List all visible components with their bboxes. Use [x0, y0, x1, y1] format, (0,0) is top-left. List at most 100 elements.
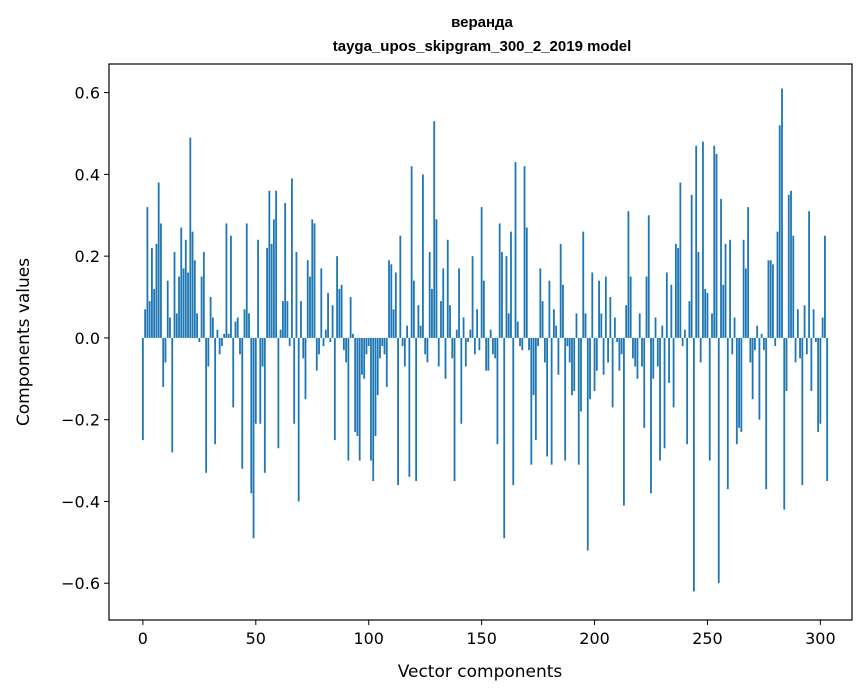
bar — [257, 239, 259, 338]
bar — [331, 305, 334, 338]
bar — [379, 337, 381, 359]
bar — [196, 313, 198, 338]
bar — [647, 215, 650, 338]
bar — [451, 337, 454, 359]
bar — [406, 325, 409, 338]
bar — [772, 264, 774, 338]
bar — [781, 88, 783, 338]
bar — [442, 268, 445, 338]
bar — [354, 337, 357, 432]
bar — [440, 301, 442, 338]
bar — [595, 337, 598, 371]
bar — [711, 313, 713, 338]
bar — [340, 284, 343, 338]
bar — [385, 337, 388, 387]
y-tick-label: −0.4 — [61, 492, 100, 511]
bar — [785, 337, 788, 392]
bar — [523, 166, 526, 338]
y-axis-ticks: −0.6 −0.4 −0.2 0.0 0.2 0.4 0.6 — [61, 84, 109, 593]
bar — [324, 329, 327, 338]
bar — [552, 309, 555, 338]
bar — [613, 317, 616, 338]
bar — [356, 337, 359, 437]
bar — [178, 276, 180, 338]
bar — [275, 190, 278, 338]
bar — [699, 337, 702, 363]
bar — [202, 252, 205, 338]
bar — [634, 337, 637, 367]
bar — [311, 219, 314, 338]
bar — [661, 325, 664, 338]
bar — [329, 337, 332, 342]
bar — [272, 219, 275, 338]
bar — [358, 337, 361, 461]
bar — [629, 276, 632, 338]
bar — [318, 337, 320, 355]
bar — [268, 190, 271, 338]
bar — [566, 337, 569, 347]
bar — [166, 280, 169, 338]
bar — [266, 247, 268, 338]
bar — [171, 337, 174, 453]
bar — [304, 337, 307, 400]
bar — [792, 235, 795, 338]
bar — [279, 329, 282, 338]
bar — [688, 301, 691, 338]
bar — [654, 317, 657, 338]
bar — [333, 337, 336, 441]
bar — [424, 337, 427, 355]
bar — [189, 137, 192, 338]
bar — [589, 337, 591, 400]
bar — [598, 280, 600, 338]
x-tick-label: 250 — [692, 629, 723, 648]
bar — [352, 333, 354, 338]
bar — [609, 297, 612, 338]
x-tick-label: 150 — [466, 629, 497, 648]
plot-frame — [108, 63, 853, 621]
bar — [808, 211, 810, 338]
bar — [756, 325, 759, 338]
bar — [453, 337, 456, 481]
bar — [534, 337, 537, 441]
bar — [433, 121, 436, 338]
bar — [751, 337, 754, 400]
bar — [494, 337, 497, 359]
bar — [557, 337, 560, 375]
bar — [695, 145, 698, 338]
bar — [765, 337, 768, 490]
bar — [632, 337, 634, 359]
bar — [571, 337, 573, 396]
bar — [562, 284, 564, 338]
bar — [200, 276, 203, 338]
bar — [790, 190, 792, 338]
bar — [261, 337, 264, 367]
bar — [422, 174, 424, 338]
bar — [744, 268, 747, 338]
bar — [193, 260, 196, 338]
bar — [492, 337, 494, 355]
y-tick-label: 0.6 — [75, 84, 100, 103]
bar — [487, 337, 490, 371]
bar — [293, 337, 296, 424]
bar — [749, 337, 752, 363]
bar — [455, 329, 458, 338]
bar — [397, 337, 399, 486]
bar — [236, 317, 239, 338]
bar — [625, 305, 628, 338]
y-tick-label: −0.6 — [61, 574, 100, 593]
bar — [320, 268, 323, 338]
bar — [467, 337, 469, 342]
bar — [347, 337, 350, 461]
bar — [485, 337, 488, 371]
bar — [548, 280, 551, 338]
bar — [805, 337, 808, 355]
bar — [464, 337, 467, 367]
bar — [164, 337, 167, 363]
bar — [302, 337, 305, 359]
bar — [153, 288, 156, 338]
bar — [270, 243, 273, 338]
bar — [157, 182, 160, 338]
bar — [388, 260, 390, 338]
bar — [602, 337, 605, 375]
